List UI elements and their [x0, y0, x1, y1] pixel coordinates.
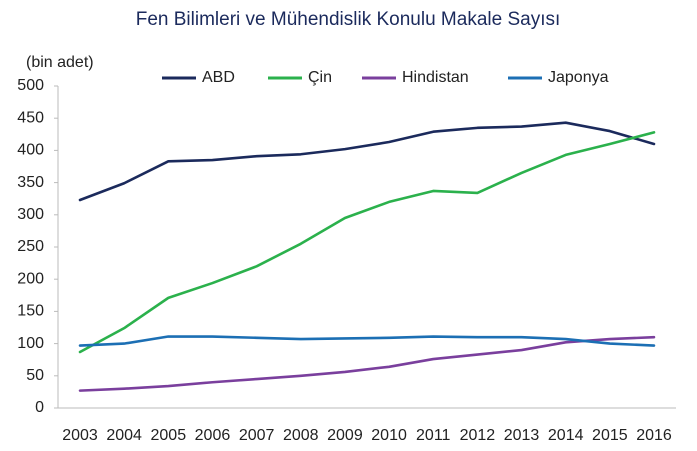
y-tick-label: 200	[17, 270, 44, 287]
y-tick-label: 500	[17, 77, 44, 94]
x-tick-label: 2004	[106, 427, 142, 444]
legend-label: Hindistan	[402, 69, 469, 86]
x-tick-label: 2010	[371, 427, 407, 444]
line-series	[78, 335, 656, 347]
x-tick-label: 2006	[195, 427, 231, 444]
y-tick-label: 150	[17, 303, 44, 320]
y-tick-label: 250	[17, 238, 44, 255]
legend-label: Japonya	[548, 69, 609, 86]
y-axis-label: (bin adet)	[26, 54, 94, 71]
y-tick-label: 100	[17, 335, 44, 352]
legend-label: ABD	[202, 69, 235, 86]
x-tick-label: 2012	[460, 427, 496, 444]
x-tick-label: 2011	[416, 427, 451, 444]
x-tick-label: 2003	[62, 427, 98, 444]
x-tick-label: 2007	[239, 427, 275, 444]
y-tick-label: 400	[17, 142, 44, 159]
line-series	[78, 131, 656, 354]
x-tick-label: 2009	[327, 427, 363, 444]
x-tick-label: 2016	[636, 427, 672, 444]
x-tick-label: 2015	[592, 427, 628, 444]
y-tick-label: 0	[35, 399, 44, 416]
x-tick-label: 2008	[283, 427, 319, 444]
line-series	[78, 335, 656, 392]
chart-title: Fen Bilimleri ve Mühendislik Konulu Maka…	[136, 9, 561, 30]
x-tick-label: 2005	[151, 427, 187, 444]
x-tick-label: 2013	[504, 427, 540, 444]
y-tick-label: 350	[17, 174, 44, 191]
y-tick-label: 300	[17, 206, 44, 223]
legend-label: Çin	[308, 69, 332, 86]
y-tick-label: 450	[17, 109, 44, 126]
line-series	[78, 121, 656, 202]
x-tick-label: 2014	[548, 427, 584, 444]
y-tick-label: 50	[26, 367, 44, 384]
